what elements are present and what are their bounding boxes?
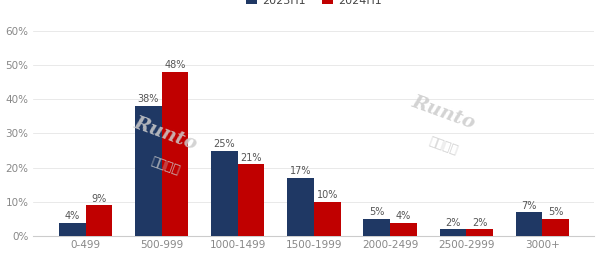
Text: 7%: 7% <box>521 201 536 211</box>
Text: 4%: 4% <box>396 211 411 221</box>
Bar <box>440 229 466 236</box>
Bar <box>466 229 493 236</box>
Text: 5%: 5% <box>369 207 385 217</box>
Text: 48%: 48% <box>164 60 185 70</box>
Legend: 2023H1, 2024H1: 2023H1, 2024H1 <box>242 0 386 10</box>
Text: 2%: 2% <box>445 218 461 228</box>
Text: 10%: 10% <box>317 190 338 200</box>
Text: 2%: 2% <box>472 218 487 228</box>
Text: 9%: 9% <box>91 194 107 204</box>
Text: Runto: Runto <box>409 93 477 133</box>
Bar <box>542 219 569 236</box>
Text: 21%: 21% <box>241 153 262 163</box>
Bar <box>59 222 86 236</box>
Text: 17%: 17% <box>290 166 311 176</box>
Bar <box>287 178 314 236</box>
Bar <box>135 106 161 236</box>
Bar <box>515 212 542 236</box>
Bar <box>211 151 238 236</box>
Bar <box>86 206 112 236</box>
Text: 洛图科技: 洛图科技 <box>427 135 459 157</box>
Bar <box>314 202 341 236</box>
Text: 洛图科技: 洛图科技 <box>149 155 182 178</box>
Text: 4%: 4% <box>65 211 80 221</box>
Text: 5%: 5% <box>548 207 563 217</box>
Text: 25%: 25% <box>214 139 235 149</box>
Text: 38%: 38% <box>137 94 159 104</box>
Bar <box>238 164 265 236</box>
Bar <box>364 219 390 236</box>
Text: Runto: Runto <box>131 114 200 153</box>
Bar <box>161 72 188 236</box>
Bar <box>390 222 416 236</box>
